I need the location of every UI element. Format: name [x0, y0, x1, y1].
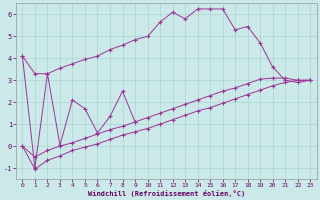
X-axis label: Windchill (Refroidissement éolien,°C): Windchill (Refroidissement éolien,°C) — [88, 190, 245, 197]
